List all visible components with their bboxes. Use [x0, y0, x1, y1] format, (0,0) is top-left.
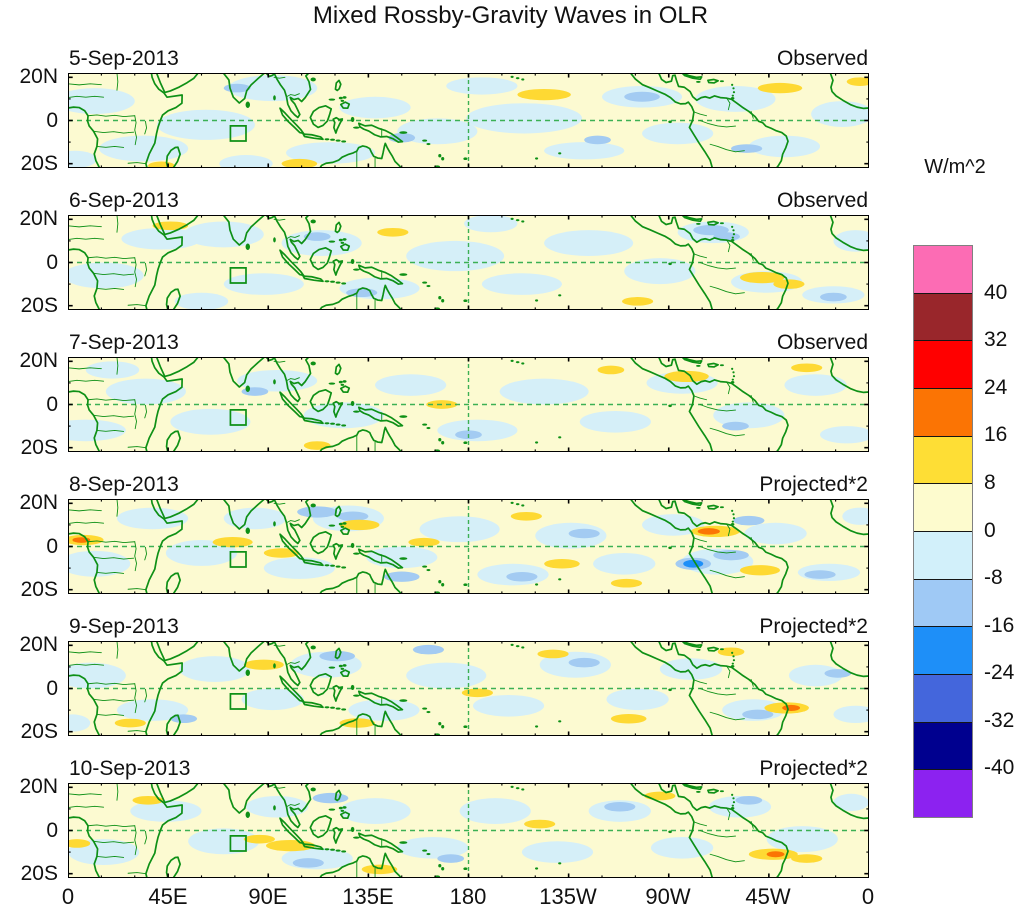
- y-axis-label: 20S: [20, 293, 58, 317]
- panel-date-label: 8-Sep-2013: [69, 473, 179, 496]
- colorbar-tick-label: 32: [984, 328, 1008, 352]
- panel-6: 10-Sep-2013 Projected*2: [68, 753, 869, 878]
- panel-type-label: Projected*2: [759, 757, 868, 780]
- y-axis-label: 20N: [19, 491, 58, 515]
- y-axis-label: 0: [46, 250, 58, 274]
- figure-title: Mixed Rossby-Gravity Waves in OLR: [312, 2, 709, 29]
- colorbar-cell: [914, 675, 972, 723]
- y-axis-label: 20S: [20, 151, 58, 175]
- panel-date-label: 6-Sep-2013: [69, 189, 179, 212]
- colorbar-cell: [914, 436, 972, 485]
- colorbar-tick-label: 16: [984, 423, 1008, 447]
- panel-date-label: 7-Sep-2013: [69, 331, 179, 354]
- panel-type-label: Projected*2: [759, 615, 868, 638]
- x-axis-label: 0: [861, 884, 875, 909]
- colorbar-cell: [914, 484, 972, 533]
- y-axis-label: 0: [46, 534, 58, 558]
- panel-4: 8-Sep-2013 Projected*2: [68, 469, 869, 594]
- y-axis-label: 20S: [20, 435, 58, 459]
- y-axis-label: 20S: [20, 577, 58, 601]
- colorbar-cell: [914, 341, 972, 390]
- panel-type-label: Observed: [776, 189, 868, 212]
- colorbar-cell: [914, 722, 972, 771]
- y-axis-label: 20N: [19, 65, 58, 89]
- x-axis-label: 45W: [745, 884, 791, 909]
- x-axis-label: 0: [61, 884, 75, 909]
- y-axis-label: 0: [46, 818, 58, 842]
- colorbar-cell: [914, 579, 972, 628]
- x-axis-label: 135W: [539, 884, 597, 909]
- colorbar-cell: [914, 293, 972, 342]
- x-axis-label: 90E: [248, 884, 288, 909]
- y-axis-label: 0: [46, 676, 58, 700]
- panel-3: 7-Sep-2013 Observed: [68, 327, 869, 452]
- colorbar-tick-label: 0: [984, 518, 996, 542]
- colorbar-cell: [914, 246, 972, 294]
- colorbar-tick-label: 8: [984, 470, 996, 494]
- x-axis-label: 90W: [645, 884, 691, 909]
- colorbar-tick-label: -8: [984, 566, 1003, 590]
- map-panel-3: [68, 357, 869, 452]
- map-panel-6: [68, 783, 869, 878]
- panel-type-label: Observed: [776, 331, 868, 354]
- colorbar: [913, 245, 973, 818]
- y-axis-label: 20N: [19, 349, 58, 373]
- colorbar-tick-label: -24: [984, 661, 1015, 685]
- map-panel-4: [68, 499, 869, 594]
- y-axis-label: 20N: [19, 633, 58, 657]
- map-panel-1: [68, 73, 869, 168]
- map-panel-5: [68, 641, 869, 736]
- colorbar-cell: [914, 627, 972, 676]
- colorbar-tick-label: -40: [984, 756, 1015, 780]
- y-axis-label: 20S: [20, 861, 58, 885]
- colorbar-tick-label: 40: [984, 280, 1008, 304]
- colorbar-cell: [914, 389, 972, 437]
- panel-1: 5-Sep-2013 Observed: [68, 43, 869, 168]
- panel-type-label: Projected*2: [759, 473, 868, 496]
- panel-date-label: 9-Sep-2013: [69, 615, 179, 638]
- x-axis-label: 135E: [342, 884, 394, 909]
- colorbar-cell: [914, 532, 972, 580]
- colorbar-tick-label: -32: [984, 708, 1015, 732]
- panel-2: 6-Sep-2013 Observed: [68, 185, 869, 310]
- panel-type-label: Observed: [776, 47, 868, 70]
- x-axis-label: 45E: [148, 884, 188, 909]
- y-axis-label: 0: [46, 392, 58, 416]
- colorbar-tick-label: 24: [984, 375, 1008, 399]
- colorbar-cell: [914, 770, 972, 818]
- colorbar-units-label: W/m^2: [924, 156, 986, 178]
- panel-date-label: 10-Sep-2013: [69, 757, 191, 780]
- panel-5: 9-Sep-2013 Projected*2: [68, 611, 869, 736]
- map-panel-2: [68, 215, 869, 310]
- y-axis-label: 20N: [19, 775, 58, 799]
- y-axis-label: 20S: [20, 719, 58, 743]
- y-axis-label: 0: [46, 108, 58, 132]
- x-axis-label: 180: [449, 884, 487, 909]
- panel-date-label: 5-Sep-2013: [69, 47, 179, 70]
- y-axis-label: 20N: [19, 207, 58, 231]
- colorbar-tick-label: -16: [984, 613, 1015, 637]
